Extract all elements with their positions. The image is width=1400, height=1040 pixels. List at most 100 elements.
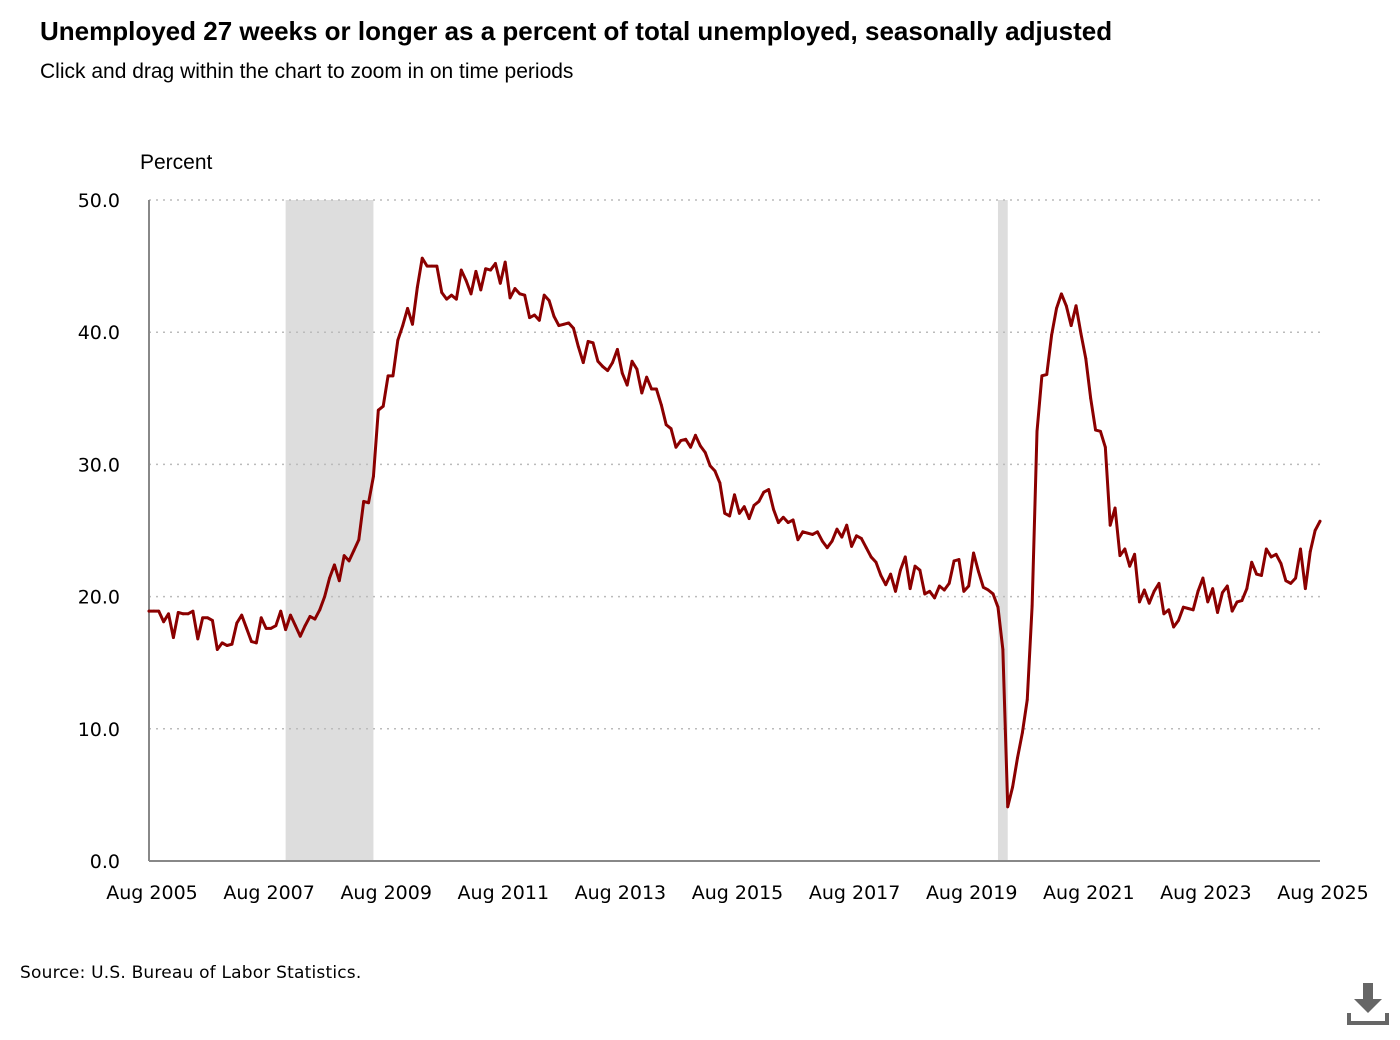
- x-tick-label: Aug 2019: [926, 882, 1018, 904]
- data-point: [786, 521, 790, 524]
- data-point: [1279, 562, 1283, 565]
- data-point: [235, 621, 239, 625]
- data-point: [1118, 554, 1122, 558]
- x-tick-label: Aug 2025: [1277, 882, 1369, 904]
- data-point: [562, 322, 566, 326]
- data-point: [391, 374, 395, 378]
- x-tick-label: Aug 2009: [340, 882, 432, 904]
- data-point: [1060, 292, 1063, 296]
- data-point: [284, 628, 288, 632]
- data-point: [1289, 581, 1293, 585]
- data-point: [1216, 611, 1219, 614]
- data-point: [713, 469, 717, 473]
- data-point: [1221, 591, 1224, 595]
- data-point: [474, 269, 478, 273]
- data-point: [1313, 529, 1317, 532]
- data-point: [1045, 373, 1049, 376]
- data-point: [645, 375, 649, 379]
- data-point: [718, 481, 722, 485]
- data-point: [552, 314, 556, 318]
- source-note: Source: U.S. Bureau of Labor Statistics.: [20, 963, 362, 983]
- data-point: [1230, 609, 1234, 613]
- recession-bands: [285, 200, 1008, 861]
- data-point: [923, 592, 927, 596]
- x-tick-label: Aug 2017: [809, 882, 901, 904]
- data-point: [640, 391, 644, 395]
- data-point: [723, 511, 727, 515]
- data-point: [938, 584, 941, 588]
- data-point: [752, 503, 756, 507]
- data-point: [435, 264, 439, 268]
- data-point: [684, 437, 688, 441]
- data-point: [298, 634, 302, 638]
- data-point: [523, 293, 527, 297]
- data-point: [1123, 547, 1127, 551]
- data-point: [186, 612, 190, 616]
- data-point: [777, 521, 780, 524]
- data-point: [898, 568, 902, 572]
- data-point: [293, 624, 297, 628]
- data-point: [967, 584, 971, 588]
- data-point: [669, 427, 673, 431]
- data-point: [450, 293, 453, 297]
- data-point: [513, 287, 517, 290]
- data-point: [396, 338, 400, 342]
- data-point: [162, 620, 166, 624]
- data-point: [518, 292, 522, 296]
- data-point: [1103, 445, 1107, 449]
- data-point: [884, 583, 888, 587]
- data-point: [245, 626, 248, 630]
- data-point: [1020, 731, 1024, 735]
- data-point: [1016, 756, 1019, 760]
- data-point: [679, 439, 683, 442]
- data-point: [1186, 607, 1190, 610]
- data-point: [781, 515, 785, 519]
- data-point: [820, 539, 824, 543]
- x-tick-label: Aug 2005: [106, 882, 198, 904]
- data-point: [1040, 374, 1044, 378]
- data-point: [655, 387, 658, 391]
- download-button[interactable]: [1344, 982, 1392, 1028]
- data-point: [698, 444, 702, 448]
- data-point: [528, 316, 531, 320]
- data-point: [796, 538, 800, 542]
- data-point: [1094, 428, 1097, 432]
- data-point: [840, 535, 844, 539]
- data-point: [220, 641, 224, 645]
- y-axis-label: Percent: [140, 151, 213, 174]
- data-point: [1001, 648, 1005, 651]
- data-point: [1025, 698, 1029, 702]
- data-point: [1074, 304, 1078, 308]
- data-point: [1142, 588, 1146, 592]
- data-point: [864, 546, 868, 550]
- data-point: [1235, 600, 1239, 604]
- data-point: [625, 383, 629, 387]
- data-point: [664, 423, 668, 427]
- data-point: [357, 538, 361, 542]
- data-point: [489, 268, 492, 272]
- data-point: [376, 408, 380, 412]
- recession-band: [997, 200, 1008, 861]
- data-point: [874, 560, 878, 564]
- y-tick-label: 40.0: [78, 322, 120, 344]
- data-point: [762, 490, 766, 494]
- data-point: [381, 404, 385, 408]
- x-tick-label: Aug 2023: [1160, 882, 1252, 904]
- data-point: [1113, 506, 1117, 510]
- chart-subtitle: Click and drag within the chart to zoom …: [40, 60, 574, 83]
- data-point: [254, 641, 258, 645]
- data-point: [952, 559, 956, 563]
- download-icon: [1347, 983, 1389, 1025]
- data-point: [1064, 304, 1068, 308]
- data-point: [1269, 555, 1273, 559]
- data-point: [1264, 547, 1268, 551]
- data-point: [908, 587, 912, 591]
- data-point: [1250, 560, 1254, 564]
- data-point: [889, 572, 893, 576]
- data-point: [1050, 333, 1054, 337]
- data-point: [689, 445, 692, 449]
- data-point: [933, 596, 936, 600]
- data-point: [303, 624, 307, 628]
- data-point: [259, 616, 263, 620]
